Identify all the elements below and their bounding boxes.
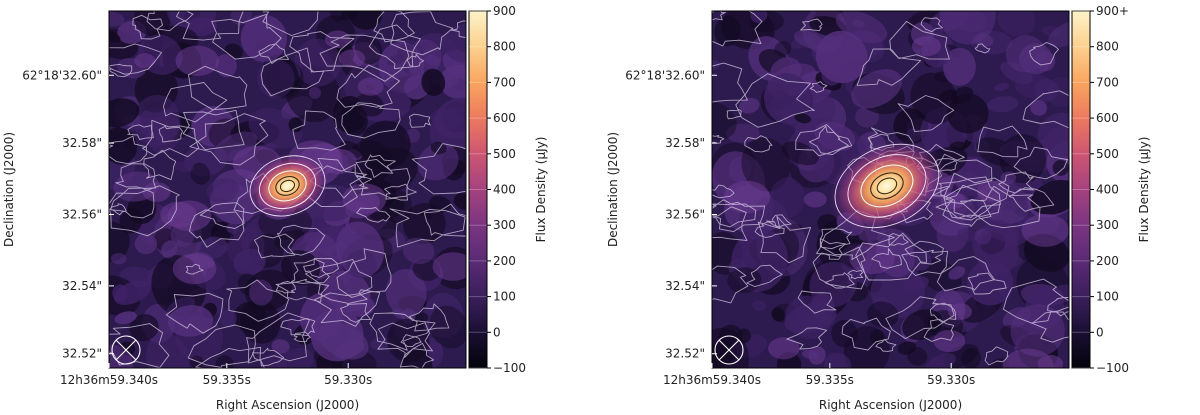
source-contours [249,155,326,217]
colorbar-tick-label: 400 [493,183,516,197]
colorbar-tick-label: −100 [493,361,526,375]
source-contours [834,143,940,229]
right-panel: 62°18'32.60" 32.58" 32.56" 32.54" 32.52" 12h3… [604,0,1200,415]
y-axis-title: Declination (J2000) [2,132,16,247]
colorbar-tick-label: −100 [1096,361,1129,375]
colorbar-tick-label: 800 [493,40,516,54]
y-tick-label: 62°18'32.60" [22,68,102,82]
beam-ellipse [714,335,744,365]
colorbar-tick-label: 900 [493,4,516,18]
y-tick-label: 32.56" [62,207,102,221]
colorbar-label: Flux Density (μJy) [1137,137,1151,243]
x-tick-label: 59.330s [927,373,975,387]
x-tick-label: 59.330s [324,373,372,387]
colorbar-tick-label: 300 [493,218,516,232]
x-axis-title: Right Ascension (J2000) [819,398,962,412]
colorbar-tick-label: 200 [1096,254,1119,268]
colorbar-tick-label: 700 [1096,75,1119,89]
colorbar-tick-label: 900+ [1096,4,1129,18]
colorbar-tick-label: 700 [493,75,516,89]
colorbar-tick-label: 400 [1096,183,1119,197]
noise-contours [712,11,1069,366]
x-tick-label: 59.335s [806,373,854,387]
flux-image [109,11,466,368]
colorbar-tick-label: 0 [1096,325,1104,339]
colorbar-tick-label: 300 [1096,218,1119,232]
plot-frame [711,10,1070,369]
y-tick-label: 62°18'32.60" [625,68,705,82]
colorbar-tick-label: 0 [493,325,501,339]
source-emission [245,152,330,220]
colorbar-tick-label: 500 [1096,147,1119,161]
colorbar-tick-label: 100 [1096,290,1119,304]
x-tick-label: 12h36m59.340s [60,373,158,387]
y-axis-title: Declination (J2000) [606,132,620,247]
colorbar-tick-label: 600 [1096,111,1119,125]
y-tick-label: 32.58" [665,136,705,150]
colorbar-tick-label: 800 [1096,40,1119,54]
y-tick-label: 32.54" [62,279,102,293]
y-tick-label: 32.54" [665,279,705,293]
flux-image [712,11,1069,368]
colorbar-tick-label: 200 [493,254,516,268]
y-tick-label: 32.52" [665,347,705,361]
colorbar-label: Flux Density (μJy) [534,137,548,243]
noise-contours [109,11,466,368]
y-tick-label: 32.52" [62,347,102,361]
colorbar-tick-label: 100 [493,290,516,304]
beam-ellipse [111,335,141,365]
y-tick-label: 32.58" [62,136,102,150]
left-figure: 62°18'32.60" 32.58" 32.56" 32.54" 32.52" 12h3… [2,4,548,412]
y-tick-label: 32.56" [665,207,705,221]
colorbar-tick-label: 500 [493,147,516,161]
right-figure: 62°18'32.60" 32.58" 32.56" 32.54" 32.52" 12h3… [606,4,1151,412]
source-emission [828,139,946,233]
plot-frame [108,10,467,369]
x-tick-label: 59.335s [203,373,251,387]
x-axis-title: Right Ascension (J2000) [216,398,359,412]
x-tick-label: 12h36m59.340s [663,373,761,387]
colorbar-tick-label: 600 [493,111,516,125]
left-panel: 62°18'32.60" 32.58" 32.56" 32.54" 32.52" 12h3… [2,4,548,412]
